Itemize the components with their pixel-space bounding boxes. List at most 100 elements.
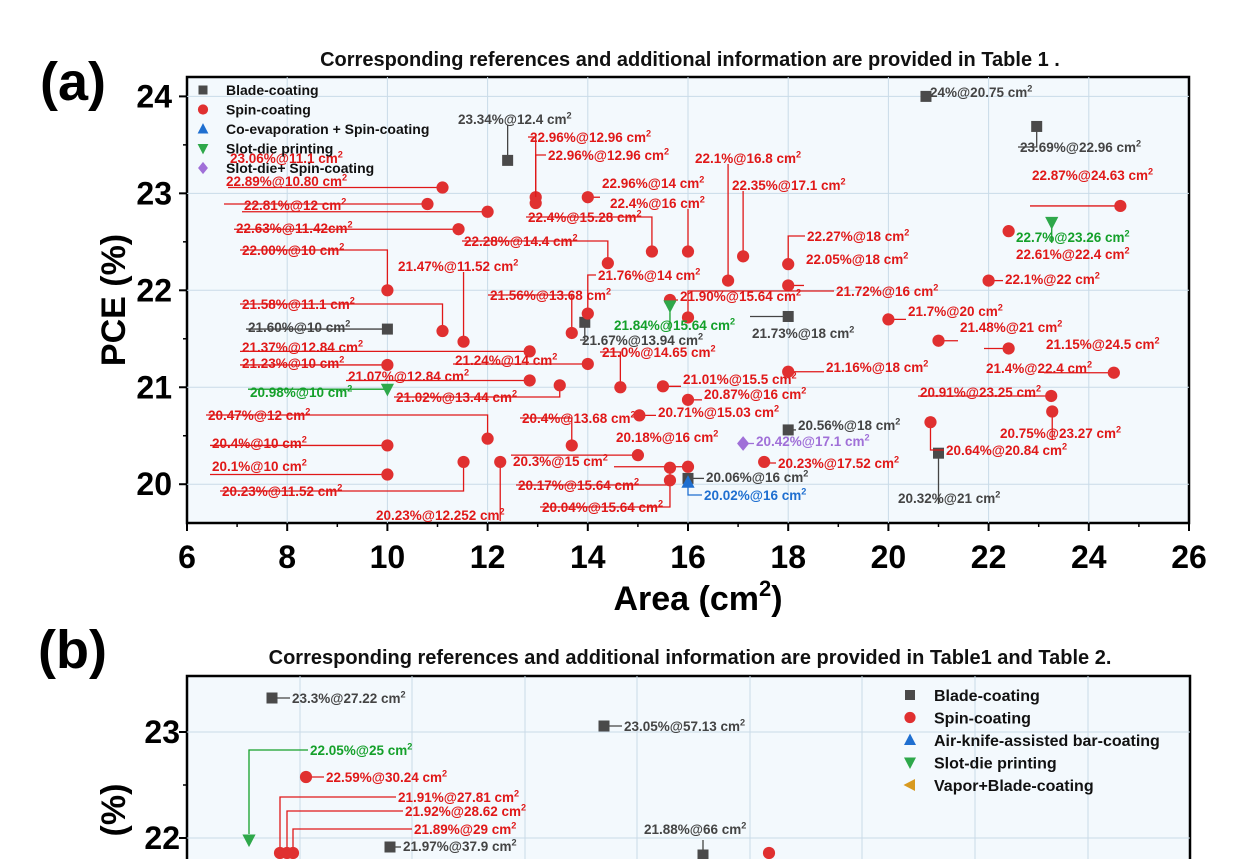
leader-line xyxy=(248,749,308,834)
panel-label-b: (b) xyxy=(38,620,107,680)
data-point xyxy=(924,416,937,429)
x-tick-label: 10 xyxy=(370,539,406,575)
leader-line xyxy=(206,414,489,439)
data-point xyxy=(421,197,434,211)
x-tick-label: 24 xyxy=(1071,539,1107,575)
data-point xyxy=(645,245,659,258)
point-label: 22.59%@30.24 cm2 xyxy=(326,768,447,785)
point-label: 22.28%@14.4 cm2 xyxy=(464,232,578,249)
data-point xyxy=(782,424,794,436)
chart-b-plot-area xyxy=(185,674,1192,864)
data-point xyxy=(529,196,542,210)
y-tick-label: 23 xyxy=(144,714,180,750)
data-point xyxy=(737,436,750,451)
point-label: 20.02%@16 cm2 xyxy=(704,486,806,503)
point-label: 21.16%@18 cm2 xyxy=(826,358,928,375)
legend-marker xyxy=(197,144,209,155)
chart-b-grid xyxy=(187,676,1190,859)
leader-line xyxy=(488,294,573,333)
point-label: 21.89%@29 cm2 xyxy=(414,820,516,837)
leader-line xyxy=(279,796,396,847)
legend-marker xyxy=(903,779,915,791)
point-label: 21.02%@13.44 cm2 xyxy=(396,388,517,405)
point-label: 20.04%@15.64 cm2 xyxy=(542,498,663,515)
y-tick-label: 23 xyxy=(136,175,172,211)
point-label: 22.4%@15.28 cm2 xyxy=(528,208,642,225)
data-point xyxy=(758,455,771,469)
data-point xyxy=(299,770,313,784)
point-label: 21.92%@28.62 cm2 xyxy=(405,802,526,819)
data-point xyxy=(286,846,300,860)
point-label: 20.47%@12 cm2 xyxy=(208,406,310,423)
data-point xyxy=(681,475,695,488)
chart-b-ticks: 22 23 xyxy=(144,714,187,856)
point-label: 20.1%@10 cm2 xyxy=(212,457,307,474)
point-label: 22.61%@22.4 cm2 xyxy=(1016,245,1130,262)
chart-a-legend: Blade-coating Spin-coating Co-evaporation … xyxy=(197,82,429,176)
data-point xyxy=(553,379,566,392)
legend-label: Blade-coating xyxy=(226,82,319,98)
chart-a-x-axis-title: Area (cm2) xyxy=(613,576,782,618)
chart-a-y-axis-title: PCE (%) xyxy=(95,234,133,366)
data-point xyxy=(721,274,735,287)
point-label: 23.34%@12.4 cm2 xyxy=(458,110,572,127)
chart-a-title: Corresponding references and additional … xyxy=(320,49,1060,71)
point-label: 21.84%@15.64 cm2 xyxy=(614,316,735,333)
point-label: 21.24%@14 cm2 xyxy=(455,351,557,368)
data-point xyxy=(579,316,591,328)
point-label: 20.3%@15 cm2 xyxy=(513,452,608,469)
point-label: 22.1%@22 cm2 xyxy=(1005,270,1100,287)
legend-label: Vapor+Blade-coating xyxy=(934,778,1094,795)
data-point xyxy=(452,223,465,236)
legend-marker xyxy=(904,733,916,745)
chart-a-ticks: 6 8 10 12 14 16 18 20 22 24 26 20 21 22 23 24 xyxy=(136,78,1206,575)
data-point xyxy=(381,284,394,297)
data-point xyxy=(481,432,494,445)
legend-marker xyxy=(904,711,916,724)
leader-line xyxy=(240,303,444,332)
point-label: 23.06%@11.1 cm2 xyxy=(230,149,343,166)
data-point xyxy=(656,380,670,393)
data-point xyxy=(737,250,750,263)
data-point xyxy=(381,323,393,335)
data-point xyxy=(384,841,396,853)
legend-marker xyxy=(197,104,209,115)
x-tick-label: 22 xyxy=(971,539,1007,575)
point-label: 20.18%@16 cm2 xyxy=(616,428,718,445)
point-label: 20.23%@17.52 cm2 xyxy=(778,454,899,471)
leader-line xyxy=(580,322,586,341)
data-point xyxy=(932,334,945,347)
y-tick-label: 20 xyxy=(136,466,172,502)
point-label: 20.91%@23.25 cm2 xyxy=(920,383,1041,400)
data-point xyxy=(381,468,394,481)
point-label: 22.81%@12 cm2 xyxy=(244,196,346,213)
point-label: 22.96%@12.96 cm2 xyxy=(530,128,651,145)
y-tick-label: 21 xyxy=(136,369,172,405)
leader-line xyxy=(462,240,609,264)
leader-line xyxy=(535,154,546,204)
data-point xyxy=(1002,342,1015,355)
point-label: 22.96%@14 cm2 xyxy=(602,174,704,191)
data-point xyxy=(681,393,695,406)
leader-line xyxy=(929,422,944,451)
data-point xyxy=(782,258,795,271)
panel-label-a: (a) xyxy=(40,52,106,112)
x-axis-title-sup: 2 xyxy=(759,576,771,601)
point-label: 21.60%@10 cm2 xyxy=(248,318,350,335)
legend-label: Spin-coating xyxy=(934,711,1031,728)
data-point xyxy=(663,300,677,313)
data-point xyxy=(523,374,536,387)
leader-line xyxy=(787,235,805,265)
data-point xyxy=(631,449,645,462)
data-point xyxy=(565,326,578,340)
data-point xyxy=(381,439,394,452)
point-label: 21.07%@12.84 cm2 xyxy=(348,367,469,384)
legend-marker xyxy=(904,757,916,769)
point-label: 22.1%@16.8 cm2 xyxy=(695,149,801,166)
point-label: 20.06%@16 cm2 xyxy=(706,468,808,485)
leader-line xyxy=(240,249,389,291)
leader-line xyxy=(526,216,653,252)
data-point xyxy=(481,205,494,218)
data-point xyxy=(581,307,594,320)
data-point xyxy=(565,439,578,452)
